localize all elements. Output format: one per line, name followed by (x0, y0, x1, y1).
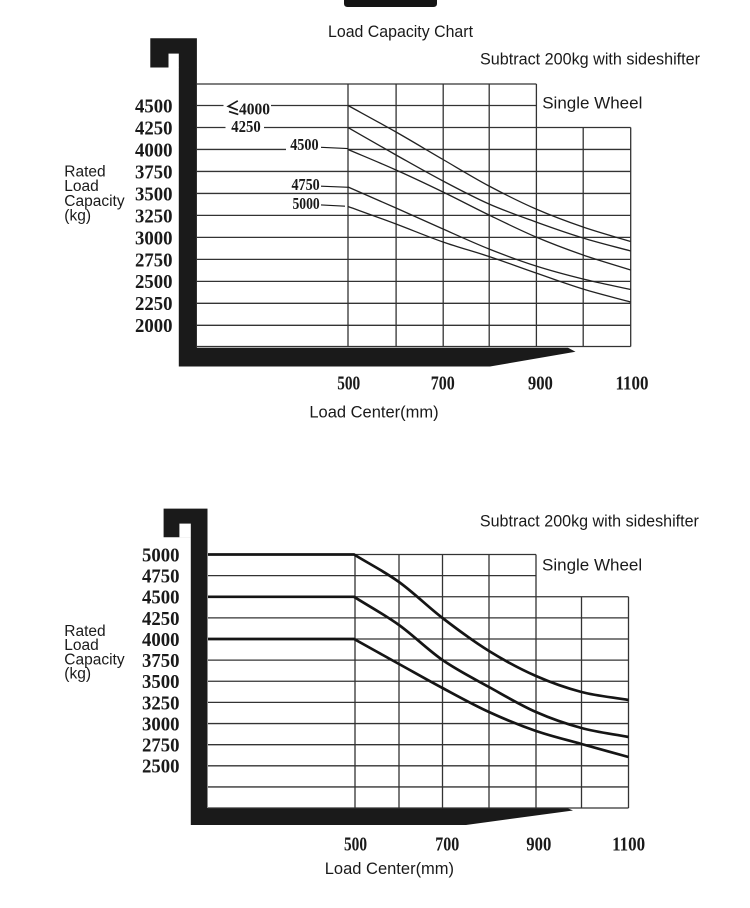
svg-text:1100: 1100 (616, 373, 649, 395)
svg-text:4750: 4750 (291, 175, 319, 194)
svg-text:3500: 3500 (142, 671, 180, 693)
svg-text:4000: 4000 (135, 139, 173, 161)
svg-text:500: 500 (344, 834, 367, 856)
svg-text:4250: 4250 (142, 608, 180, 630)
svg-text:5000: 5000 (293, 194, 320, 213)
svg-text:4500: 4500 (290, 135, 318, 154)
svg-text:3500: 3500 (135, 183, 173, 205)
svg-text:2750: 2750 (142, 735, 180, 757)
svg-text:3000: 3000 (142, 713, 180, 735)
svg-text:3250: 3250 (142, 692, 180, 714)
svg-text:Rated: Rated (64, 164, 105, 181)
svg-text:4250: 4250 (231, 117, 261, 136)
svg-text:Subtract 200kg with sideshifte: Subtract 200kg with sideshifter (480, 512, 699, 531)
svg-text:5000: 5000 (142, 544, 180, 566)
svg-text:4500: 4500 (142, 587, 180, 609)
svg-text:2750: 2750 (135, 249, 173, 271)
svg-text:3000: 3000 (135, 227, 173, 249)
svg-text:3750: 3750 (142, 650, 180, 672)
svg-text:4250: 4250 (135, 117, 173, 139)
svg-text:1100: 1100 (612, 834, 645, 856)
svg-text:4500: 4500 (135, 95, 173, 117)
svg-text:4000: 4000 (239, 99, 270, 118)
svg-text:4750: 4750 (142, 566, 180, 588)
svg-text:(kg): (kg) (64, 207, 91, 224)
svg-text:Load Center(mm): Load Center(mm) (309, 404, 438, 422)
svg-text:3750: 3750 (135, 161, 173, 183)
svg-text:Capacity: Capacity (64, 193, 125, 210)
svg-text:700: 700 (431, 373, 455, 395)
svg-text:4000: 4000 (142, 629, 180, 651)
svg-text:900: 900 (528, 373, 553, 395)
svg-text:Single Wheel: Single Wheel (542, 93, 642, 112)
svg-text:Load: Load (64, 637, 98, 654)
svg-text:Load Capacity Chart: Load Capacity Chart (328, 22, 473, 41)
svg-text:2500: 2500 (135, 271, 173, 293)
svg-text:Load Center(mm): Load Center(mm) (325, 860, 454, 878)
svg-text:Single Wheel: Single Wheel (542, 555, 642, 574)
svg-text:2000: 2000 (135, 315, 173, 337)
svg-text:Capacity: Capacity (64, 651, 125, 668)
svg-text:2500: 2500 (142, 756, 180, 778)
svg-text:700: 700 (435, 834, 459, 856)
svg-text:900: 900 (526, 834, 551, 856)
svg-text:Rated: Rated (64, 623, 105, 640)
svg-text:Subtract 200kg with sideshifte: Subtract 200kg with sideshifter (480, 50, 700, 69)
svg-text:(kg): (kg) (64, 666, 91, 683)
svg-text:3250: 3250 (135, 205, 173, 227)
svg-text:2250: 2250 (135, 293, 173, 315)
svg-text:Load: Load (64, 178, 98, 195)
svg-text:500: 500 (337, 373, 360, 395)
